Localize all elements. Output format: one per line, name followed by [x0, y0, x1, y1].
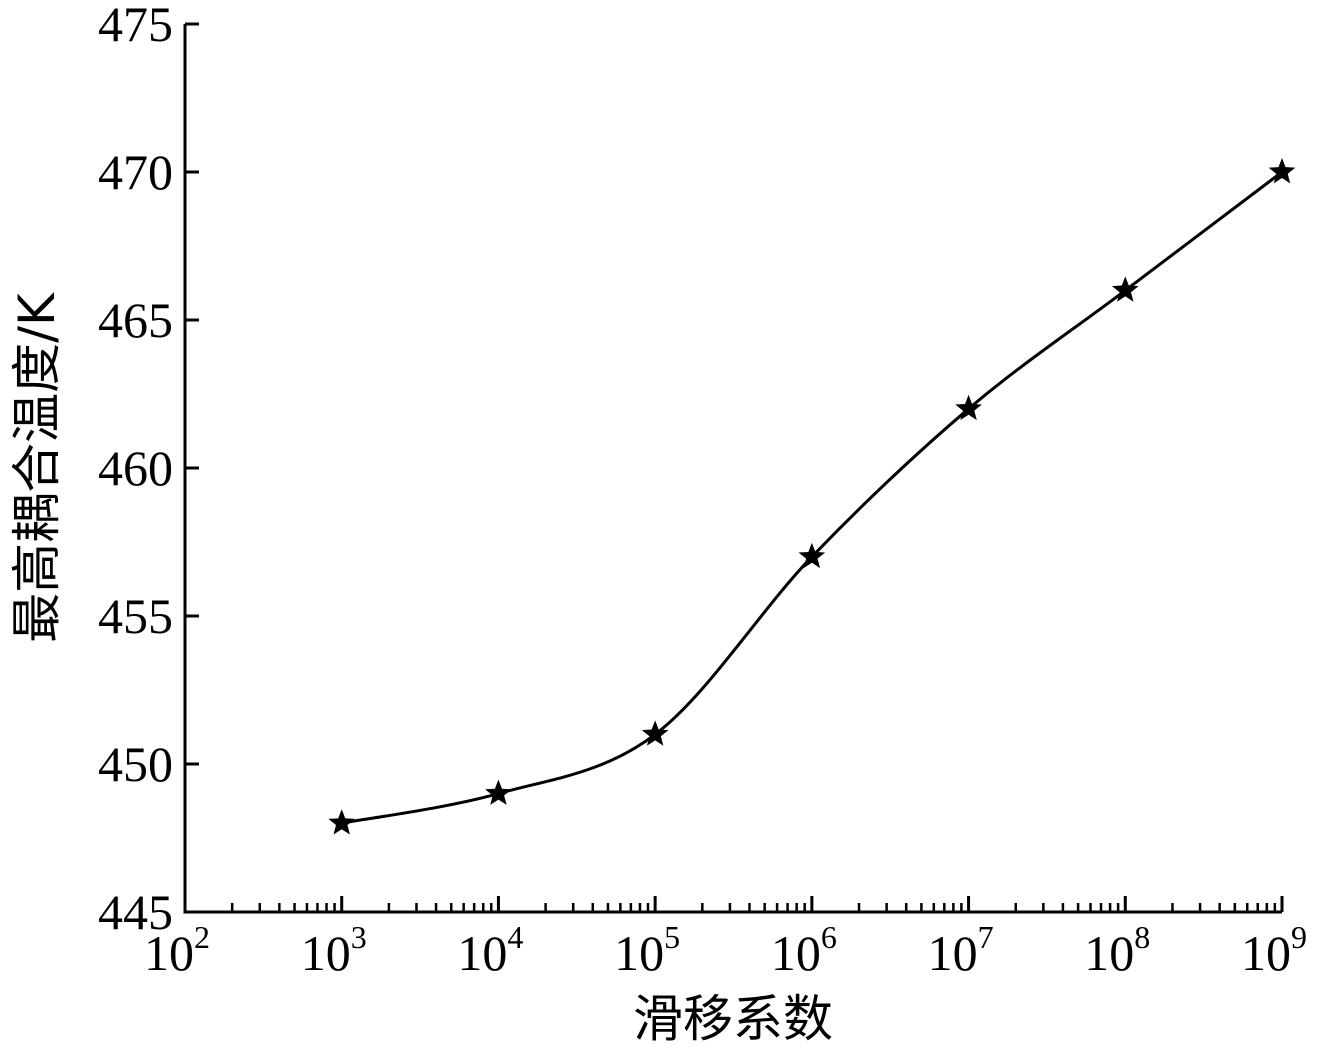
x-tick-label: 108: [1084, 919, 1150, 981]
y-tick-label: 455: [98, 588, 173, 644]
star-marker: [1111, 276, 1139, 302]
star-marker: [641, 720, 669, 746]
x-tick-label: 103: [301, 919, 367, 981]
star-marker: [485, 779, 512, 805]
axis-frame: [183, 24, 1282, 914]
y-tick-label: 475: [98, 0, 173, 52]
y-tick-label: 470: [98, 144, 173, 200]
series-line: [341, 170, 1283, 825]
x-axis-title: 滑移系数: [633, 990, 833, 1048]
axes: [183, 24, 1282, 914]
y-axis-title: 最高耦合温度/K: [8, 292, 66, 643]
y-tick-label: 445: [98, 884, 173, 940]
plot-area: [328, 158, 1296, 835]
y-tick-label: 465: [98, 292, 173, 348]
star-marker: [798, 542, 826, 569]
y-tick-label: 460: [98, 440, 173, 496]
x-tick-label: 104: [457, 919, 523, 981]
star-marker: [1268, 158, 1296, 184]
y-axis-ticks: 445 450 455 460 465 470 475: [98, 0, 199, 940]
x-tick-label: 109: [1241, 919, 1307, 981]
x-tick-label: 105: [614, 919, 680, 981]
x-axis-ticks: 102 103 104 105 106 107 108 109: [144, 896, 1307, 981]
series-markers: [328, 158, 1296, 835]
star-marker: [328, 809, 356, 835]
x-tick-label: 107: [928, 919, 994, 981]
x-tick-label: 106: [771, 919, 837, 981]
x-tick-label: 102: [144, 919, 210, 981]
y-tick-label: 450: [98, 736, 173, 792]
star-marker: [955, 394, 982, 421]
